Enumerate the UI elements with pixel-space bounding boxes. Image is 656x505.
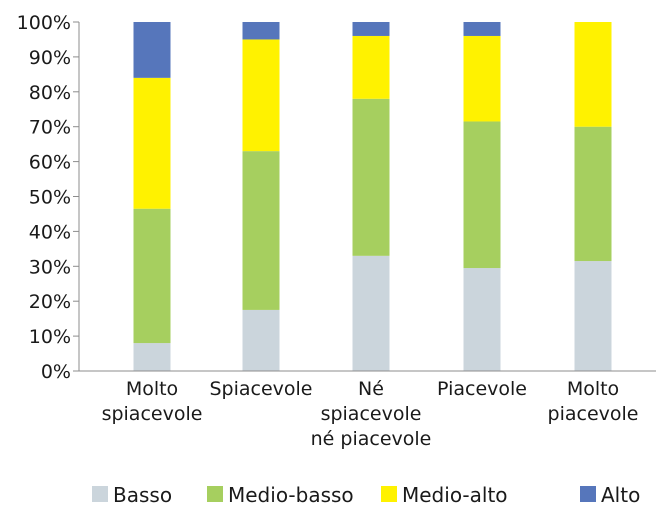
y-tick-label: 10%	[29, 326, 71, 348]
bar-segment-alto	[242, 22, 280, 40]
y-tick-label: 50%	[29, 187, 71, 209]
bar-segment-medio-alto	[242, 39, 280, 152]
bar-segment-alto	[352, 22, 390, 36]
bar-segment-medio-alto	[574, 22, 612, 127]
y-tick-label: 90%	[29, 47, 71, 69]
legend-item-alto: Alto	[580, 483, 640, 505]
x-category-label: Molto piacevole	[548, 378, 639, 425]
x-axis: Molto spiacevole Spiacevole Né spiacevole né …	[79, 370, 656, 450]
x-category-label: Né spiacevole né piacevole	[311, 378, 432, 450]
legend-swatch	[381, 486, 397, 502]
bar-segment-alto	[133, 22, 171, 78]
legend-item-medio-basso: Medio-basso	[207, 483, 354, 505]
bar-segment-basso	[463, 268, 501, 371]
bar-segment-medio-basso	[133, 208, 171, 344]
x-category-label: Piacevole	[437, 378, 527, 400]
bar-segment-medio-basso	[574, 126, 612, 262]
legend-swatch	[580, 486, 596, 502]
bar-segment-basso	[242, 309, 280, 371]
y-tick-label: 80%	[29, 82, 71, 104]
bar-segment-basso	[352, 255, 390, 371]
x-category-label: Molto spiacevole	[102, 378, 203, 425]
y-tick-label: 30%	[29, 256, 71, 278]
y-tick-label: 0%	[41, 361, 71, 383]
legend-item-medio-alto: Medio-alto	[381, 483, 508, 505]
y-tick-label: 40%	[29, 221, 71, 243]
legend-swatch	[92, 486, 108, 502]
bar-segment-medio-alto	[133, 77, 171, 209]
bar-segment-basso	[574, 261, 612, 371]
bar-segment-medio-alto	[352, 35, 390, 99]
bar-segment-medio-alto	[463, 35, 501, 122]
legend-label: Medio-alto	[402, 483, 508, 505]
bar-segment-medio-basso	[463, 121, 501, 269]
legend-label: Basso	[113, 483, 172, 505]
bar-segment-medio-basso	[352, 98, 390, 256]
legend: Basso Medio-basso Medio-alto Alto	[92, 483, 640, 505]
bars	[133, 22, 612, 371]
legend-item-basso: Basso	[92, 483, 172, 505]
y-tick-label: 60%	[29, 152, 71, 174]
legend-label: Medio-basso	[228, 483, 354, 505]
y-tick-label: 20%	[29, 291, 71, 313]
y-axis: 0% 10% 20% 30% 40% 50% 60% 70% 80% 90% 100%	[17, 12, 80, 383]
x-category-label: Spiacevole	[209, 378, 312, 400]
bar-segment-basso	[133, 343, 171, 371]
y-tick-label: 70%	[29, 117, 71, 139]
legend-label: Alto	[601, 483, 640, 505]
bar-segment-medio-basso	[242, 151, 280, 310]
legend-swatch	[207, 486, 223, 502]
bar-segment-alto	[463, 22, 501, 36]
y-tick-label: 100%	[17, 12, 71, 34]
